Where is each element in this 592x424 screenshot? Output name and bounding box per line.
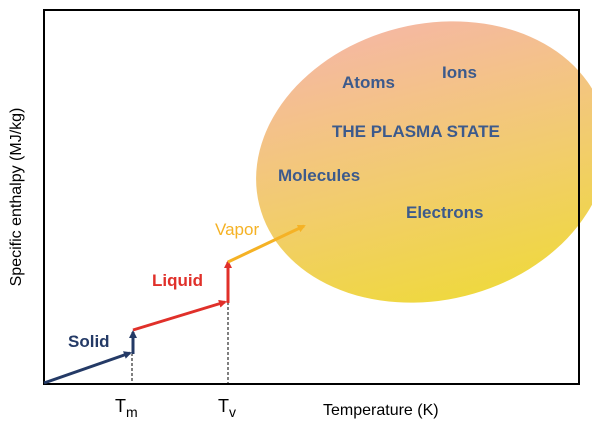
ions-label: Ions [442, 63, 477, 82]
molecules-label: Molecules [278, 166, 360, 185]
plot-frame [43, 9, 580, 385]
vaporization-temperature-tick: Tv [218, 396, 236, 420]
liquid-label: Liquid [152, 271, 203, 290]
melting-temperature-tick: Tm [115, 396, 138, 420]
plasma-state-title: THE PLASMA STATE [332, 122, 500, 141]
vapor-label: Vapor [215, 220, 259, 239]
vapor-heating-arrow [227, 224, 306, 264]
solid-label: Solid [68, 332, 110, 351]
x-axis-label: Temperature (K) [323, 402, 439, 419]
y-axis-label: Specific enthalpy (MJ/kg) [8, 108, 25, 287]
plasma-region [256, 21, 592, 303]
solid-heating-line [43, 351, 132, 385]
atoms-label: Atoms [342, 73, 395, 92]
electrons-label: Electrons [406, 203, 483, 222]
liquid-heating-line [132, 299, 227, 332]
